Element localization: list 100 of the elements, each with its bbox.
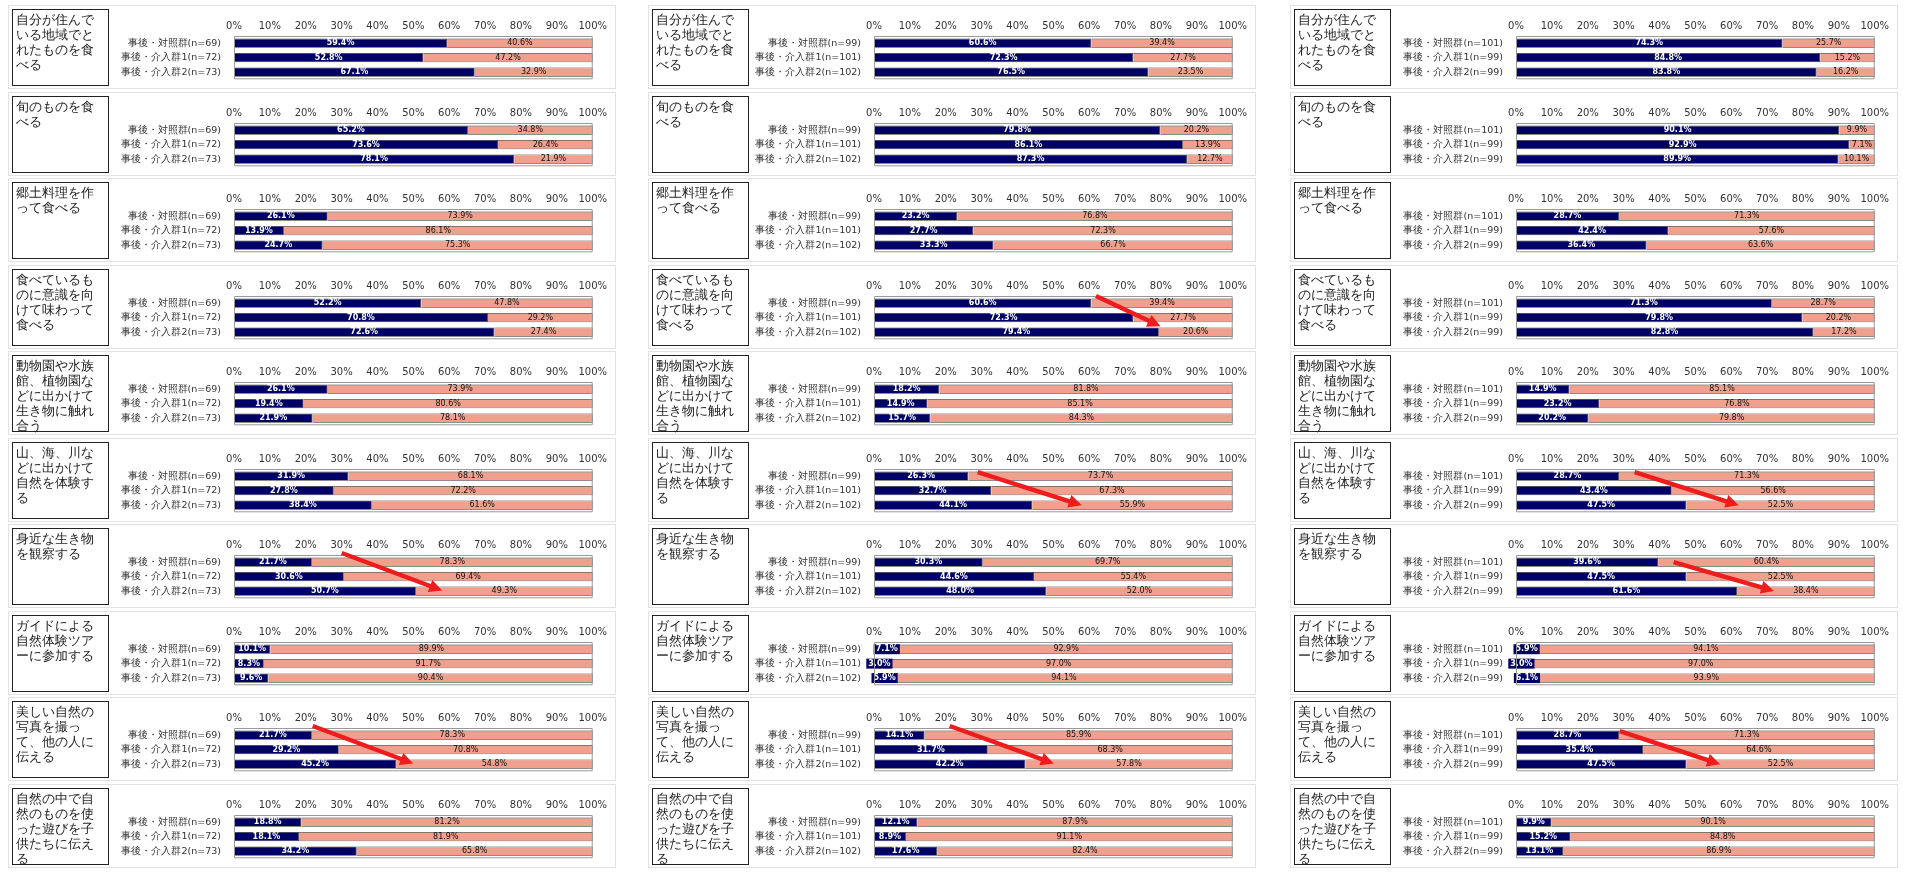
y-tick-label: 事後・対照群(n=69) (127, 728, 221, 740)
x-tick-label: 100% (1860, 798, 1889, 810)
data-label: 13.9% (1195, 139, 1221, 149)
data-label: 47.5% (1587, 499, 1616, 509)
data-label: 7.1% (1851, 139, 1873, 149)
x-tick-label: 0% (866, 279, 882, 291)
x-tick-label: 60% (438, 279, 461, 291)
x-tick-label: 50% (1684, 279, 1707, 291)
x-tick-label: 70% (1113, 279, 1137, 291)
data-label: 30.3% (914, 557, 943, 567)
x-tick-label: 90% (1185, 798, 1208, 810)
y-tick-label: 事後・介入群2(n=102) (755, 65, 861, 77)
x-tick-label: 100% (578, 106, 607, 118)
x-tick-label: 90% (545, 798, 568, 810)
x-tick-label: 50% (402, 279, 425, 291)
x-tick-label: 60% (438, 192, 461, 204)
x-tick-label: 80% (509, 279, 533, 291)
data-label: 18.2% (892, 384, 921, 394)
data-label: 76.8% (1082, 211, 1109, 221)
x-tick-label: 50% (402, 798, 425, 810)
x-tick-label: 80% (1149, 106, 1173, 118)
data-label: 68.1% (457, 470, 484, 480)
x-tick-label: 40% (1648, 279, 1671, 291)
y-tick-label: 事後・介入群1(n=72) (121, 483, 221, 495)
data-label: 52.8% (314, 52, 343, 62)
x-tick-label: 70% (473, 106, 497, 118)
x-tick-label: 40% (366, 452, 389, 464)
x-tick-label: 0% (866, 365, 882, 377)
data-label: 10.1% (238, 643, 266, 653)
x-tick-label: 30% (1612, 106, 1635, 118)
y-tick-label: 事後・介入群1(n=99) (1403, 656, 1503, 668)
data-label: 82.8% (1650, 326, 1679, 336)
x-tick-label: 60% (1720, 538, 1743, 550)
data-label: 52.0% (1126, 586, 1153, 596)
data-label: 83.8% (1652, 67, 1681, 77)
y-tick-label: 事後・対照群(n=101) (1403, 209, 1503, 221)
x-tick-label: 0% (226, 192, 242, 204)
text: 食べているものに意識を向けて味わって食べる (1294, 268, 1391, 346)
x-tick-label: 10% (1540, 106, 1563, 118)
x-tick-label: 100% (1218, 625, 1247, 637)
y-tick-label: 事後・介入群2(n=73) (121, 65, 221, 77)
x-tick-label: 0% (1508, 279, 1524, 291)
data-label: 9.6% (240, 672, 263, 682)
y-tick-label: 事後・対照群(n=99) (767, 296, 861, 308)
x-tick-label: 10% (898, 279, 921, 291)
data-label: 15.2% (1529, 831, 1558, 841)
data-label: 34.2% (281, 845, 310, 855)
data-label: 52.2% (313, 297, 342, 307)
data-label: 7.1% (875, 643, 898, 653)
x-tick-label: 0% (1508, 106, 1524, 118)
x-tick-label: 60% (438, 19, 461, 31)
x-tick-label: 100% (578, 192, 607, 204)
x-tick-label: 50% (402, 192, 425, 204)
x-tick-label: 30% (970, 798, 993, 810)
data-label: 70.8% (347, 312, 375, 322)
x-tick-label: 60% (438, 452, 461, 464)
x-tick-label: 10% (898, 192, 921, 204)
x-tick-label: 20% (294, 538, 317, 550)
x-tick-label: 40% (1006, 365, 1029, 377)
x-tick-label: 70% (1755, 192, 1779, 204)
text: 自然の中で自然のものを使った遊びを子供たちに伝える (12, 787, 109, 866)
y-tick-label: 事後・介入群1(n=99) (1403, 224, 1503, 236)
y-tick-label: 事後・介入群2(n=102) (755, 238, 861, 250)
x-tick-label: 60% (1720, 279, 1743, 291)
x-tick-label: 90% (545, 538, 568, 550)
x-tick-label: 90% (1827, 452, 1850, 464)
x-tick-label: 50% (1042, 279, 1065, 291)
y-tick-label: 事後・介入群2(n=102) (755, 584, 861, 596)
x-tick-label: 80% (1149, 452, 1173, 464)
x-tick-label: 70% (1755, 625, 1779, 637)
data-label: 72.3% (989, 52, 1018, 62)
x-tick-label: 30% (1612, 279, 1635, 291)
data-label: 20.2% (1825, 312, 1852, 322)
data-label: 18.8% (253, 816, 282, 826)
data-label: 36.4% (1567, 240, 1596, 250)
x-tick-label: 50% (1684, 19, 1707, 31)
x-tick-label: 40% (366, 625, 389, 637)
text: 旬のものを食べる (12, 95, 109, 173)
x-tick-label: 70% (1113, 19, 1137, 31)
data-label: 91.1% (1056, 831, 1083, 841)
data-label: 27.4% (530, 326, 557, 336)
x-tick-label: 70% (1113, 192, 1137, 204)
x-tick-label: 10% (1540, 365, 1563, 377)
y-tick-label: 事後・介入群1(n=72) (121, 743, 221, 755)
x-tick-label: 10% (898, 798, 921, 810)
text: 食べているものに意識を向けて味わって食べる (652, 268, 749, 346)
y-tick-label: 事後・介入群1(n=101) (755, 656, 861, 668)
x-tick-label: 50% (1042, 19, 1065, 31)
x-tick-label: 60% (1078, 279, 1101, 291)
y-tick-label: 事後・介入群1(n=72) (121, 51, 221, 63)
x-tick-label: 0% (1508, 625, 1524, 637)
data-label: 12.1% (881, 816, 910, 826)
y-tick-label: 事後・介入群1(n=72) (121, 829, 221, 841)
y-tick-label: 事後・対照群(n=69) (127, 642, 221, 654)
x-tick-label: 40% (1648, 538, 1671, 550)
data-label: 57.6% (1758, 225, 1785, 235)
text: 自分が住んでいる地域でとれたものを食べる (12, 9, 109, 86)
data-label: 85.1% (1709, 384, 1736, 394)
data-label: 87.3% (1016, 153, 1045, 163)
data-label: 30.6% (275, 571, 303, 581)
